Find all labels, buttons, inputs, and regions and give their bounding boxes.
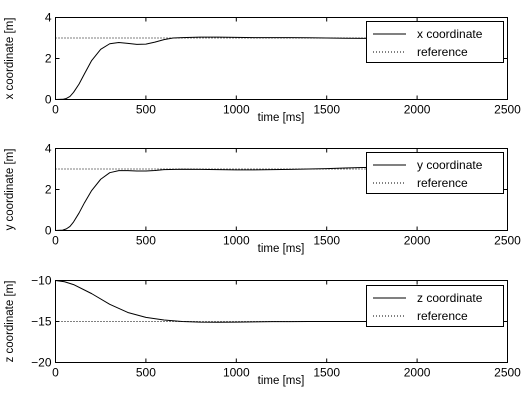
x-tick-label: 1500 — [313, 234, 340, 248]
x-tick-label: 500 — [136, 234, 156, 248]
x-tick-label: 1000 — [223, 234, 250, 248]
x-tick-label: 500 — [136, 366, 156, 380]
y-ticks-x: 0 2 4 — [45, 11, 508, 107]
x-ticks-z: 0 500 1000 1500 2000 2500 — [52, 280, 521, 380]
y-ticks-y: 0 2 4 — [45, 142, 508, 238]
x-tick-label: 2000 — [404, 366, 431, 380]
x-tick-label: 2500 — [494, 234, 521, 248]
legend-label-z-coordinate: z coordinate — [417, 291, 483, 305]
y-tick-label: 0 — [45, 224, 52, 238]
y-tick-label: 2 — [45, 183, 52, 197]
legend-box-y — [366, 152, 504, 194]
x-tick-label: 1000 — [223, 103, 250, 117]
x-ticks-y: 0 500 1000 1500 2000 2500 — [52, 148, 521, 248]
y-ticks-z: −10 −15 −20 — [31, 274, 508, 370]
y-tick-label: 2 — [45, 52, 52, 66]
x-tick-label: 1500 — [313, 103, 340, 117]
y-tick-label: −10 — [31, 274, 52, 288]
y-tick-label: 4 — [45, 142, 52, 156]
x-tick-label: 2000 — [404, 234, 431, 248]
legend-label-reference-y: reference — [417, 176, 468, 190]
legend-label-reference-x: reference — [417, 45, 468, 59]
y-tick-label: −15 — [31, 315, 52, 329]
y-tick-label: 0 — [45, 93, 52, 107]
x-tick-label: 1500 — [313, 366, 340, 380]
legend-z: z coordinate reference — [366, 285, 504, 327]
x-tick-label: 500 — [136, 103, 156, 117]
x-tick-label: 0 — [52, 366, 59, 380]
plot-area-z — [55, 280, 381, 323]
series-x-coordinate-line — [55, 36, 381, 100]
x-axis-label-y: time [ms] — [258, 243, 305, 255]
y-tick-label: −20 — [31, 356, 52, 370]
panel-z: 0 500 1000 1500 2000 2500 −10 −15 −20 time [ms]… — [4, 274, 521, 388]
x-ticks-x: 0 500 1000 1500 2000 2500 — [52, 17, 521, 117]
legend-x: x coordinate reference — [366, 21, 504, 63]
plot-area-x — [55, 36, 381, 100]
plot-area-y — [55, 166, 381, 231]
legend-y: y coordinate reference — [366, 152, 504, 194]
x-tick-label: 2500 — [494, 103, 521, 117]
x-axis-label-x: time [ms] — [258, 112, 305, 124]
legend-label-reference-z: reference — [417, 309, 468, 323]
panel-x: 0 500 1000 1500 2000 2500 0 2 4 time [ms] x coo… — [4, 11, 521, 125]
x-tick-label: 0 — [52, 103, 59, 117]
y-axis-label-x: x coordinate [m] — [4, 18, 16, 100]
x-axis-label-z: time [ms] — [258, 375, 305, 387]
legend-label-x-coordinate: x coordinate — [417, 27, 483, 41]
legend-label-y-coordinate: y coordinate — [417, 158, 483, 172]
x-tick-label: 2500 — [494, 366, 521, 380]
x-tick-label: 0 — [52, 234, 59, 248]
series-y-coordinate-line — [55, 166, 381, 231]
legend-box-z — [366, 285, 504, 327]
series-z-coordinate-line — [55, 280, 381, 323]
x-tick-label: 2000 — [404, 103, 431, 117]
y-axis-label-y: y coordinate [m] — [4, 149, 16, 231]
panel-y: 0 500 1000 1500 2000 2500 0 2 4 time [ms] y coo… — [4, 142, 521, 256]
x-tick-label: 1000 — [223, 366, 250, 380]
y-axis-label-z: z coordinate [m] — [4, 281, 16, 363]
legend-box-x — [366, 21, 504, 63]
y-tick-label: 4 — [45, 11, 52, 25]
